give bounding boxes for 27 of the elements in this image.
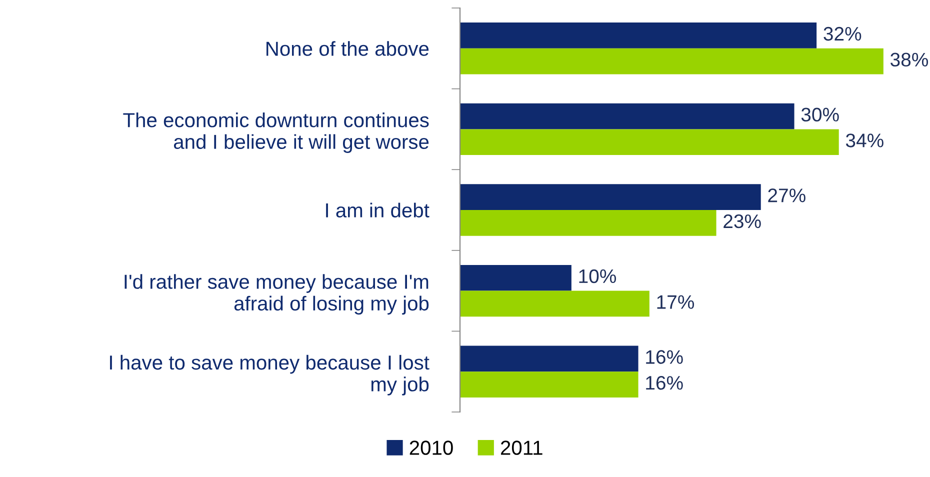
- bar: [460, 129, 839, 156]
- bar: [460, 103, 794, 130]
- data-label: 27%: [768, 188, 806, 202]
- legend-label: 2011: [500, 440, 542, 455]
- bar: [460, 184, 761, 210]
- y-tick-label: The economic downturn continues and I believe it will get worse: [123, 112, 429, 153]
- data-label: 16%: [646, 350, 683, 364]
- bar: [460, 210, 716, 236]
- data-label: 16%: [646, 376, 683, 390]
- bar: [460, 22, 817, 48]
- bar: [460, 48, 884, 74]
- data-label: 38%: [890, 52, 928, 67]
- data-label: 23%: [724, 214, 761, 228]
- y-tick-label: None of the above: [266, 41, 429, 56]
- data-label: 30%: [801, 108, 839, 122]
- data-label: 34%: [846, 134, 884, 148]
- bar: [460, 346, 638, 372]
- bar: [460, 264, 572, 291]
- y-tick-label: I have to save money because I lost my job: [110, 354, 430, 396]
- data-label: 10%: [579, 269, 616, 284]
- y-tick-label: I'd rather save money because I'm afraid of losing my job: [124, 274, 429, 315]
- data-label: 17%: [657, 295, 694, 309]
- y-tick-label: I am in debt: [326, 202, 430, 218]
- data-label: 32%: [824, 26, 862, 41]
- bar: [460, 290, 650, 317]
- bar: [460, 372, 638, 398]
- legend-label: 2010: [410, 440, 453, 455]
